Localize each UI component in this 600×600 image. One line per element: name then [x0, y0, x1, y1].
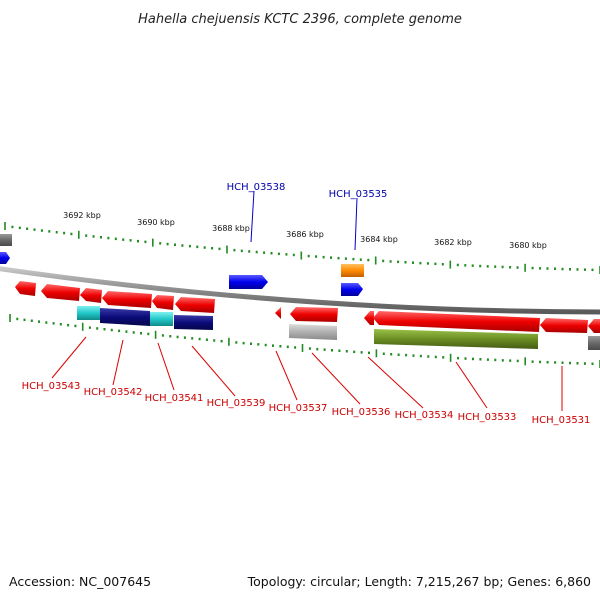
tick-label-3688: 3688 kbp — [212, 224, 250, 233]
bottom-leaders — [51, 336, 563, 411]
gene-red-long[interactable] — [373, 311, 540, 332]
gene-red-1[interactable] — [15, 281, 36, 296]
gene-navy-1[interactable] — [100, 308, 150, 326]
genome-backbone — [0, 266, 600, 315]
label-hch-03543[interactable]: HCH_03543 — [22, 381, 81, 392]
leader-hch-03536 — [311, 352, 361, 405]
tick-label-3684: 3684 kbp — [360, 235, 398, 244]
leader-hch-03541 — [157, 342, 175, 391]
gene-partial-gray-left[interactable] — [0, 234, 12, 246]
gene-hch-03535[interactable] — [341, 283, 363, 296]
gene-partial-blue-left[interactable] — [0, 252, 10, 264]
tick-label-3686: 3686 kbp — [286, 230, 324, 239]
gene-hch-03538[interactable] — [229, 275, 268, 289]
gene-cyan-1[interactable] — [77, 306, 100, 320]
gene-red-6[interactable] — [175, 297, 215, 313]
label-hch-03536[interactable]: HCH_03536 — [332, 407, 391, 418]
leader-hch-03543 — [51, 336, 87, 379]
tick-label-3680: 3680 kbp — [509, 241, 547, 250]
label-hch-03542[interactable]: HCH_03542 — [84, 387, 143, 398]
label-hch-03533[interactable]: HCH_03533 — [458, 412, 517, 423]
lower-scale — [9, 314, 600, 368]
label-hch-03531[interactable]: HCH_03531 — [532, 415, 591, 426]
summary-text: Topology: circular; Length: 7,215,267 bp… — [247, 574, 591, 589]
upper-scale — [4, 222, 600, 274]
label-hch-03539[interactable]: HCH_03539 — [207, 398, 266, 409]
gene-red-3[interactable] — [80, 288, 102, 303]
gene-red-5[interactable] — [152, 295, 174, 310]
gene-red-10[interactable] — [588, 319, 600, 333]
leader-hch-03537 — [275, 350, 298, 401]
label-hch-03538[interactable]: HCH_03538 — [227, 182, 286, 193]
scale-labels: 3692 kbp 3690 kbp 3688 kbp 3686 kbp 3684… — [63, 211, 547, 250]
label-hch-03534[interactable]: HCH_03534 — [395, 410, 454, 421]
reverse-genes — [15, 281, 600, 333]
leader-hch-03534 — [367, 356, 424, 409]
tick-label-3690: 3690 kbp — [137, 218, 175, 227]
tick-label-3692: 3692 kbp — [63, 211, 101, 220]
leader-hch-03535 — [354, 197, 358, 251]
gene-navy-2[interactable] — [174, 315, 213, 330]
gene-red-4[interactable] — [102, 291, 152, 308]
gene-partial-gray-right[interactable] — [588, 336, 600, 350]
gene-orange[interactable] — [341, 264, 364, 277]
leader-hch-03539 — [191, 345, 236, 397]
gene-red-8[interactable] — [364, 311, 374, 325]
top-leaders — [250, 190, 358, 251]
gene-red-7[interactable] — [290, 307, 338, 322]
label-hch-03541[interactable]: HCH_03541 — [145, 393, 204, 404]
leader-hch-03542 — [112, 339, 124, 386]
gene-olive[interactable] — [374, 329, 538, 349]
leader-hch-03533 — [455, 361, 488, 409]
label-hch-03537[interactable]: HCH_03537 — [269, 403, 328, 414]
accession-text: Accession: NC_007645 — [9, 574, 151, 589]
other-genes — [77, 306, 600, 350]
gene-red-small[interactable] — [275, 307, 281, 319]
leader-hch-03538 — [250, 190, 255, 243]
gene-red-2[interactable] — [41, 284, 80, 301]
gene-red-9[interactable] — [540, 318, 588, 333]
tick-label-3682: 3682 kbp — [434, 238, 472, 247]
gene-gray-light[interactable] — [289, 324, 337, 340]
map-title: Hahella chejuensis KCTC 2396, complete g… — [138, 12, 462, 27]
gene-cyan-2[interactable] — [150, 312, 173, 326]
label-hch-03535[interactable]: HCH_03535 — [329, 189, 388, 200]
